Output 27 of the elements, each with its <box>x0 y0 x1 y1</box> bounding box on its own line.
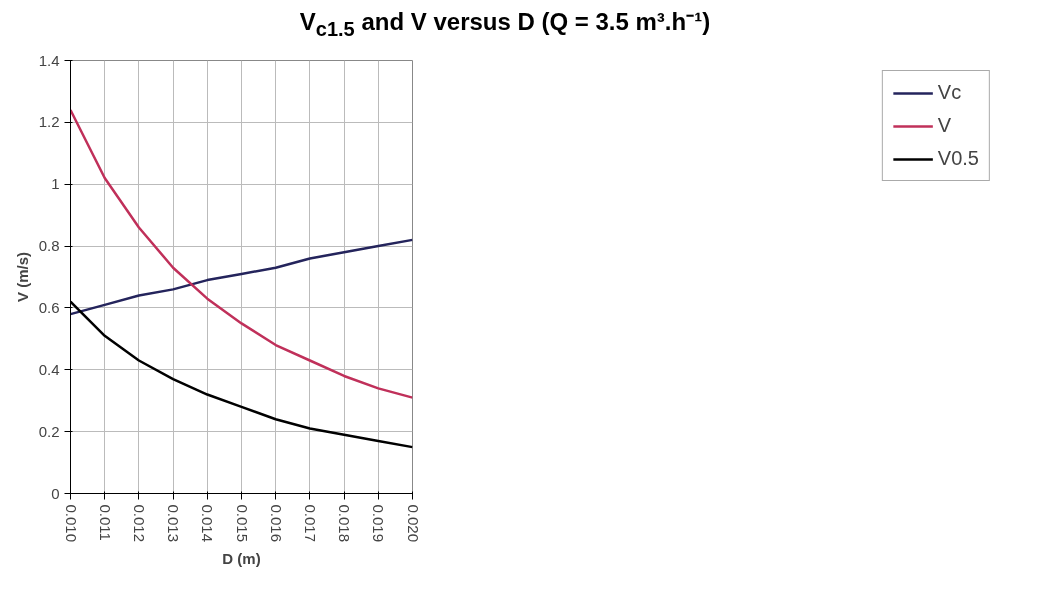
x-tick-label: 0.012 <box>130 504 148 543</box>
x-tick-label: 0.014 <box>199 504 217 543</box>
x-tick-label: 0.020 <box>404 504 422 543</box>
text: V$_{c1.5}$ and V versus D (Q = 3.5 m³.h⁻¹) <box>298 7 712 42</box>
y-tick-label: 0.8 <box>38 237 60 255</box>
x-tick-label: 0.010 <box>62 504 80 543</box>
x-tick-label: 0.011 <box>96 504 114 541</box>
x-tick-label: 0.017 <box>301 504 319 543</box>
line-series <box>70 238 413 316</box>
y-tick-label: 0.4 <box>38 360 60 378</box>
y-tick-label: 1.2 <box>38 113 60 131</box>
y-tick-label: 0 <box>51 484 60 502</box>
x-tick-label: 0.019 <box>370 504 388 543</box>
x-tick-label: 0.016 <box>267 504 285 543</box>
x-tick-label: 0.013 <box>165 504 183 543</box>
y-tick-label: 0.2 <box>38 422 60 440</box>
y-tick-label: 1.4 <box>38 51 60 69</box>
x-tick-label: 0.015 <box>233 504 251 543</box>
y-tick-label: 1 <box>51 175 60 193</box>
y-tick-label: 0.6 <box>38 298 60 316</box>
line-series <box>70 108 413 399</box>
legend-label: V0.5 <box>937 147 979 170</box>
y-axis-title: V (m/s) <box>13 251 31 302</box>
legend-label: Vc <box>937 81 962 104</box>
x-tick-label: 0.018 <box>336 504 354 543</box>
x-axis-title: D (m) <box>222 550 261 568</box>
legend-label: V <box>937 114 953 137</box>
